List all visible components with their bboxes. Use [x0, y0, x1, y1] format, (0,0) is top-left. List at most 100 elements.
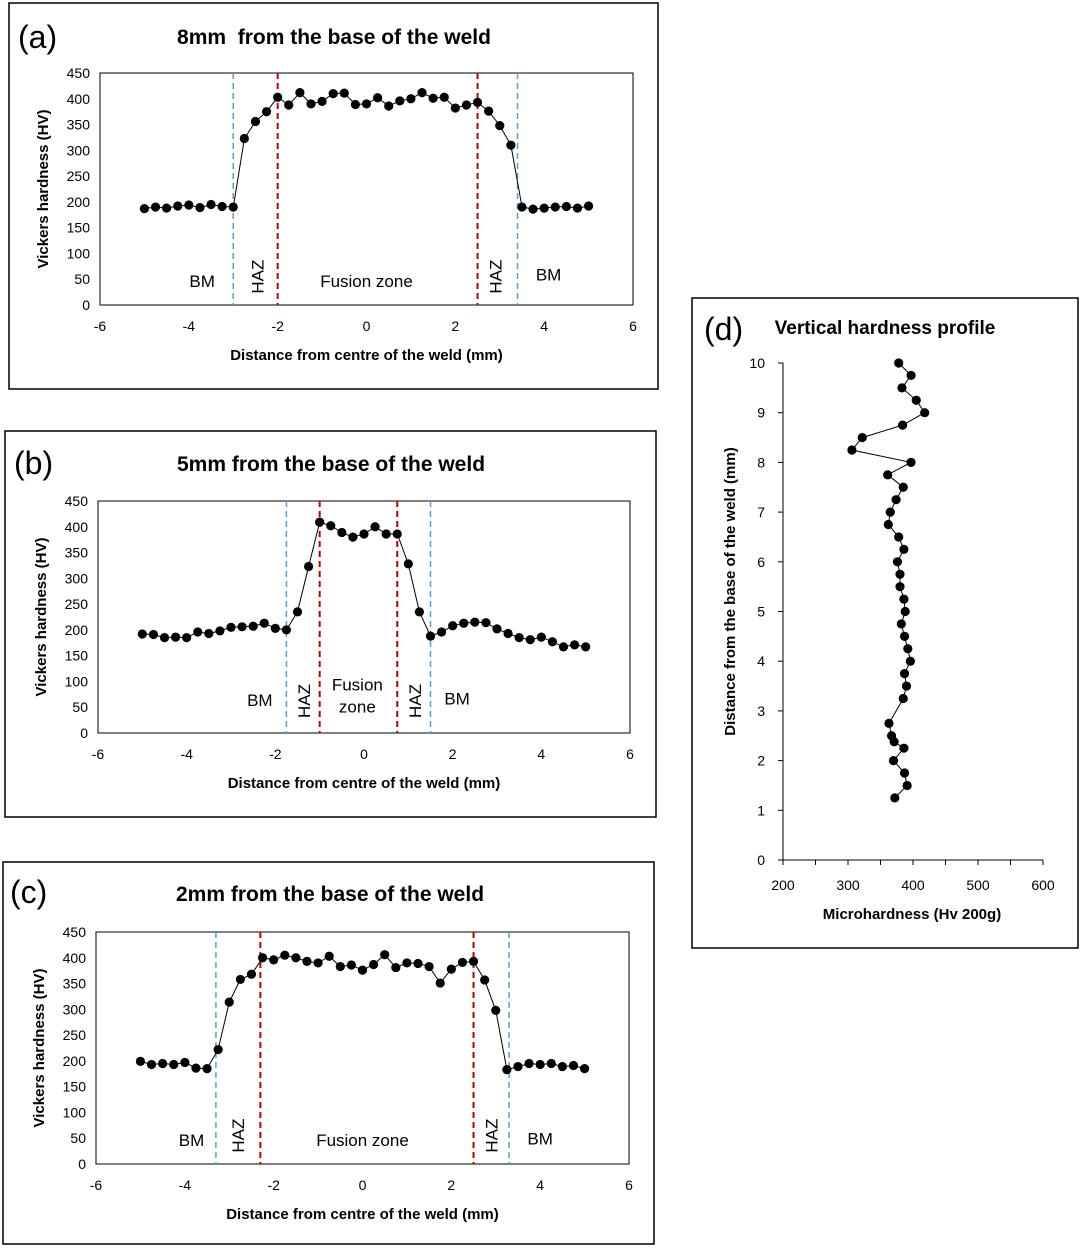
data-point: [324, 951, 334, 961]
data-point: [883, 470, 893, 480]
data-point: [495, 120, 505, 131]
panel-b-title: 5mm from the base of the weld: [177, 453, 485, 476]
data-point: [899, 669, 910, 679]
data-point: [525, 635, 535, 645]
y-tick-label: 450: [65, 493, 89, 509]
data-point: [215, 626, 225, 636]
data-point: [213, 1044, 223, 1055]
panel-c: (c) 2mm from the base of the weld 0 50 100…: [2, 861, 655, 1245]
x-tick-label: 400: [901, 877, 925, 893]
data-point: [269, 955, 279, 965]
panel-c-frame: [2, 861, 655, 1245]
x-tick-label: 6: [626, 746, 634, 762]
x-tick-label: -4: [179, 1177, 192, 1193]
data-point: [547, 637, 558, 647]
data-point: [900, 606, 910, 617]
y-tick-label: 50: [74, 271, 90, 287]
y-tick-label: 0: [757, 852, 765, 868]
x-tick-label: 4: [540, 318, 548, 334]
x-tick-label: 200: [771, 877, 795, 893]
data-point: [492, 624, 502, 634]
y-tick-label: 5: [757, 604, 765, 620]
data-point: [148, 629, 159, 640]
data-point: [235, 974, 245, 985]
data-point: [384, 101, 394, 111]
zone-label: HAZ: [249, 260, 268, 294]
panel-a-letter: (a): [18, 19, 57, 55]
data-point: [291, 953, 301, 963]
data-point: [414, 607, 425, 617]
data-point: [514, 633, 524, 643]
x-tick-label: -2: [271, 318, 284, 334]
data-point: [506, 140, 516, 150]
data-point: [180, 1057, 190, 1068]
data-point: [436, 627, 447, 637]
y-axis-title: Vickers hardness (HV): [31, 969, 48, 1128]
data-point: [568, 1060, 579, 1071]
y-tick-label: 150: [63, 1079, 87, 1095]
data-point: [901, 681, 912, 691]
data-point: [461, 100, 472, 110]
data-point: [303, 561, 314, 572]
data-point: [381, 529, 391, 539]
data-point: [403, 559, 413, 569]
plot-area-frame: [97, 500, 631, 734]
x-tick-label: 2: [447, 1177, 455, 1193]
data-point: [182, 633, 192, 643]
data-point: [905, 656, 916, 666]
y-tick-label: 150: [65, 648, 89, 664]
data-point: [295, 87, 305, 98]
data-point: [237, 622, 247, 632]
y-axis-title: Vickers hardness (HV): [33, 538, 50, 697]
y-axis-title: Distance from the base of the weld (mm): [722, 447, 739, 735]
data-point: [581, 642, 591, 652]
plot-area-frame: [95, 931, 630, 1165]
data-point: [206, 199, 216, 210]
data-point: [890, 793, 900, 803]
panel-b-frame: [4, 430, 657, 818]
data-point: [193, 627, 203, 637]
data-point: [369, 959, 379, 970]
y-tick-label: 7: [757, 504, 765, 520]
x-tick-label: 6: [625, 1177, 633, 1193]
x-tick-label: 500: [966, 877, 990, 893]
panel-a: (a) 8mm from the base of the weld 0 50 100…: [8, 2, 659, 390]
data-point: [339, 88, 349, 98]
x-tick-label: 0: [359, 1177, 367, 1193]
panel-a-frame: [8, 2, 659, 390]
y-tick-label: 200: [63, 1053, 87, 1069]
y-tick-label: 2: [757, 753, 765, 769]
panel-a-title: 8mm from the base of the weld: [177, 26, 491, 49]
data-point: [583, 201, 594, 211]
data-point: [572, 203, 583, 213]
data-point: [903, 644, 913, 654]
data-point: [395, 96, 405, 106]
y-tick-label: 300: [63, 1001, 87, 1017]
data-point: [348, 532, 358, 542]
data-point: [257, 953, 268, 963]
x-axis-title: Distance from centre of the weld (mm): [230, 347, 503, 364]
data-point: [184, 200, 194, 210]
data-point: [457, 957, 468, 968]
y-tick-label: 250: [65, 596, 89, 612]
y-tick-label: 0: [80, 725, 88, 741]
y-tick-label: 9: [757, 405, 765, 421]
panel-d: (d) Vertical hardness profile 0 1 2 3 4 5 6 7 8 9…: [691, 297, 1079, 949]
y-tick-label: 250: [67, 168, 91, 184]
y-tick-label: 8: [757, 454, 765, 470]
data-point: [246, 969, 257, 979]
y-tick-label: 100: [67, 245, 91, 261]
data-point: [899, 743, 909, 753]
data-point: [413, 958, 423, 969]
data-point: [391, 962, 401, 973]
zone-label: BM: [527, 1129, 553, 1148]
y-tick-label: 10: [749, 355, 765, 371]
data-point: [350, 99, 360, 110]
x-tick-label: 4: [537, 746, 545, 762]
data-point: [895, 582, 905, 592]
data-point: [524, 1058, 534, 1069]
zone-label: HAZ: [229, 1119, 248, 1153]
panel-c-letter: (c): [10, 874, 47, 910]
panel-d-frame: [691, 297, 1079, 949]
data-point: [261, 107, 272, 117]
